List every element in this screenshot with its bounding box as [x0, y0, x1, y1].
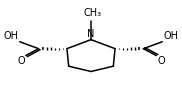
Text: O: O [17, 56, 25, 66]
Text: OH: OH [163, 31, 178, 41]
Text: OH: OH [4, 31, 19, 41]
Text: N: N [87, 29, 95, 39]
Text: CH₃: CH₃ [84, 8, 102, 18]
Text: O: O [157, 56, 165, 66]
